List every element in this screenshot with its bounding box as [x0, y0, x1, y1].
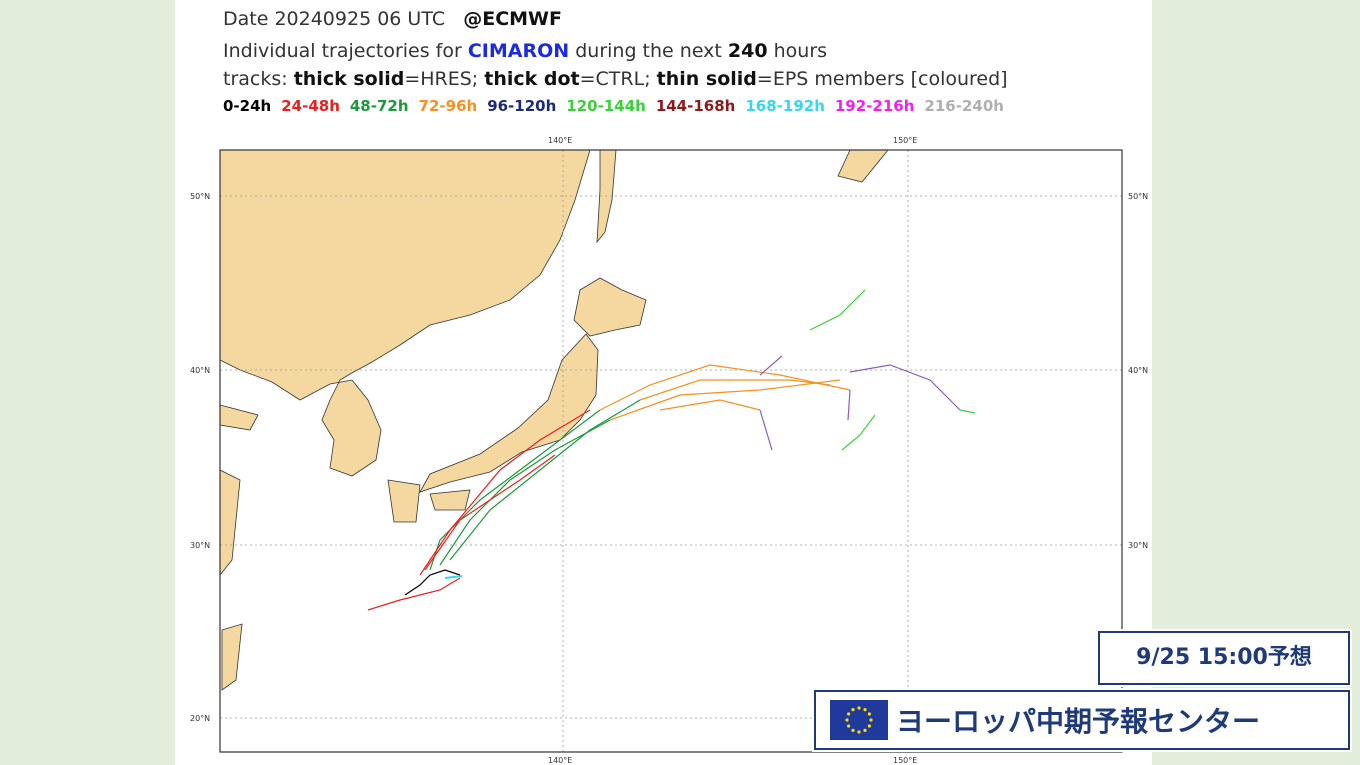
track	[424, 454, 556, 571]
track	[444, 575, 463, 579]
lon-label: 150°E	[893, 756, 917, 765]
legend: 0-24h 24-48h 48-72h 72-96h 96-120h 120-144h 14…	[223, 97, 1014, 115]
track	[439, 419, 611, 566]
storm-name: CIMARON	[467, 40, 570, 62]
header-line1: Date 20240925 06 UTC @ECMWF	[223, 8, 562, 30]
text: =HRES;	[404, 68, 485, 90]
text: thin solid	[656, 68, 757, 90]
text: =CTRL;	[579, 68, 657, 90]
legend-entry: 168-192h	[745, 97, 825, 115]
lat-label: 50°N	[190, 192, 210, 201]
forecast-time: 9/25 15:00予想	[1136, 645, 1312, 670]
lat-label: 40°N	[190, 366, 210, 375]
track	[449, 399, 641, 561]
header-line2: Individual trajectories for CIMARON duri…	[223, 40, 827, 62]
legend-entry: 144-168h	[655, 97, 736, 115]
legend-entry: 72-96h	[418, 97, 478, 115]
track	[847, 389, 851, 421]
eu-flag	[830, 700, 888, 740]
legend-entry: 192-216h	[834, 97, 915, 115]
legend-entry: 24-48h	[281, 97, 340, 115]
forecast-time-box: 9/25 15:00予想	[1098, 631, 1350, 685]
track	[959, 409, 976, 414]
land	[219, 149, 889, 691]
header-line3: tracks: thick solid=HRES; thick dot=CTRL…	[223, 68, 1008, 90]
map-frame	[219, 149, 1123, 753]
track	[809, 289, 866, 331]
legend-entry: 216-240h	[924, 97, 1004, 115]
lat-label: 40°N	[1128, 366, 1148, 375]
track	[659, 399, 761, 411]
text: Individual trajectories for	[223, 40, 462, 62]
lat-label: 50°N	[1128, 192, 1148, 201]
tracks	[367, 289, 976, 611]
text: during the next	[575, 40, 722, 62]
graticule	[220, 150, 1122, 752]
track	[419, 409, 591, 576]
track	[759, 409, 773, 451]
track	[367, 577, 461, 611]
lat-label: 30°N	[190, 541, 210, 550]
legend-entry: 0-24h	[223, 97, 272, 115]
text: thick dot	[484, 68, 580, 90]
lon-label: 150°E	[893, 136, 917, 145]
source-name: ヨーロッパ中期予報センター	[896, 705, 1261, 738]
lat-label: 20°N	[190, 714, 210, 723]
track	[841, 414, 876, 451]
track	[429, 409, 601, 571]
source: @ECMWF	[463, 8, 562, 30]
track	[609, 379, 841, 421]
track	[849, 364, 961, 411]
text: hours	[773, 40, 828, 62]
track	[639, 379, 831, 401]
hours: 240	[727, 40, 768, 62]
legend-entry: 48-72h	[349, 97, 409, 115]
track	[404, 569, 461, 596]
track	[599, 364, 851, 411]
text: =EPS members [coloured]	[756, 68, 1008, 90]
legend-entry: 96-120h	[487, 97, 557, 115]
text: thick solid	[293, 68, 405, 90]
source-box: ヨーロッパ中期予報センター	[814, 690, 1350, 750]
lon-label: 140°E	[548, 756, 572, 765]
track	[759, 355, 783, 376]
lon-label: 140°E	[548, 136, 572, 145]
date: Date 20240925 06 UTC	[223, 8, 446, 30]
lat-label: 30°N	[1128, 541, 1148, 550]
text: tracks:	[223, 68, 294, 90]
legend-entry: 120-144h	[566, 97, 646, 115]
